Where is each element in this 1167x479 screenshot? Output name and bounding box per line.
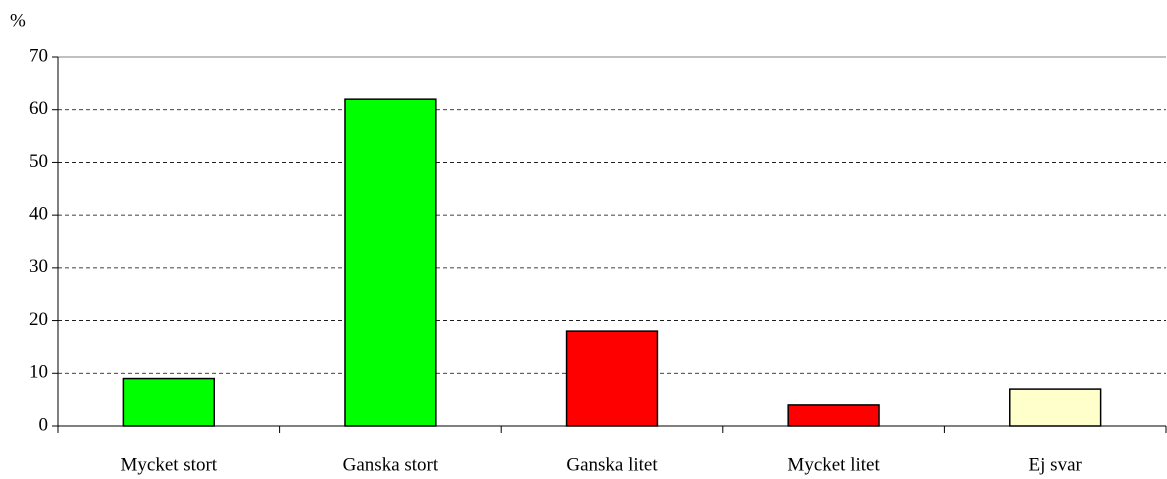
x-tick-label: Mycket litet [787, 454, 880, 475]
bar [787, 404, 880, 427]
y-tick-label: 70 [29, 45, 48, 66]
y-tick-label: 10 [29, 362, 48, 383]
y-axis-label: % [10, 10, 26, 31]
bar [344, 98, 437, 427]
bar [1009, 388, 1102, 427]
x-tick-label: Ej svar [1029, 454, 1083, 475]
x-tick-label: Ganska stort [343, 454, 439, 475]
y-tick-label: 0 [39, 414, 49, 435]
x-tick-label: Ganska litet [566, 454, 658, 475]
bar [565, 330, 659, 427]
y-tick-label: 40 [29, 204, 48, 225]
bar [122, 377, 215, 427]
y-tick-label: 20 [29, 309, 48, 330]
x-tick-label: Mycket stort [121, 454, 218, 475]
y-tick-label: 50 [29, 151, 48, 172]
y-tick-label: 60 [29, 98, 48, 119]
y-tick-label: 30 [29, 256, 48, 277]
